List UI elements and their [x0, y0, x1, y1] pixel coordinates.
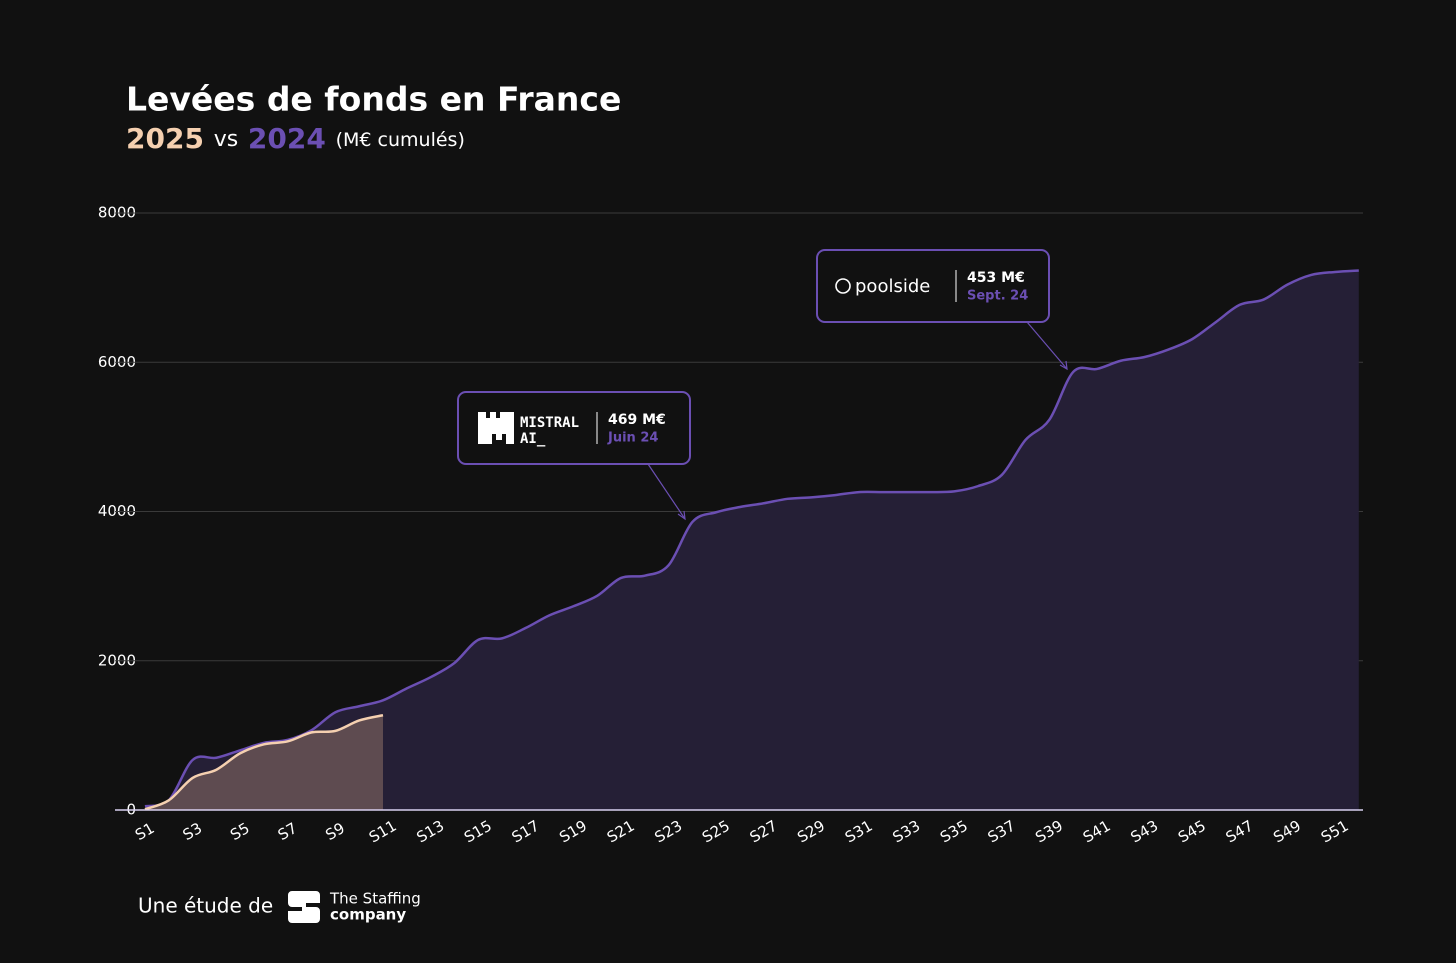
- subtitle-year: 2024: [248, 122, 326, 155]
- logo-text: poolside: [855, 276, 930, 297]
- chart-subtitle: 2025 vs 2024 (M€ cumulés): [126, 122, 465, 155]
- annotation-date: Sept. 24: [967, 289, 1028, 304]
- subtitle-vs: vs: [214, 127, 238, 152]
- annotation-date: Juin 24: [607, 431, 658, 446]
- brand-logo: [288, 891, 320, 923]
- footer-text: Une étude de: [138, 894, 273, 918]
- mistral-logo: [478, 412, 514, 444]
- brand-name: The Staffing: [329, 890, 421, 908]
- annotation-box: [816, 249, 1050, 323]
- annotation: poolside 453 M€ Sept. 24: [816, 249, 1068, 371]
- logo-text: AI_: [520, 431, 546, 447]
- area: [145, 270, 1359, 810]
- annotation-arrow: [647, 463, 686, 520]
- arrow-head: [677, 510, 686, 521]
- logo-text: MISTRAL: [520, 415, 579, 431]
- annotation-amount: 453 M€: [967, 270, 1025, 286]
- arrow-head: [1059, 360, 1068, 371]
- line: [144, 714, 384, 811]
- annotation-amount: 469 M€: [608, 412, 666, 428]
- poolside-icon: [835, 278, 851, 294]
- annotation-box: [457, 391, 691, 465]
- annotation: MISTRAL AI_ 469 M€ Juin 24: [457, 391, 691, 521]
- subtitle-unit: (M€ cumulés): [336, 129, 465, 151]
- area: [145, 715, 383, 810]
- annotation-arrow: [1026, 321, 1068, 370]
- chart-title: Levées de fonds en France: [126, 80, 621, 119]
- subtitle-year: 2025: [126, 122, 204, 155]
- line: [144, 269, 1359, 808]
- brand-name: company: [330, 906, 406, 924]
